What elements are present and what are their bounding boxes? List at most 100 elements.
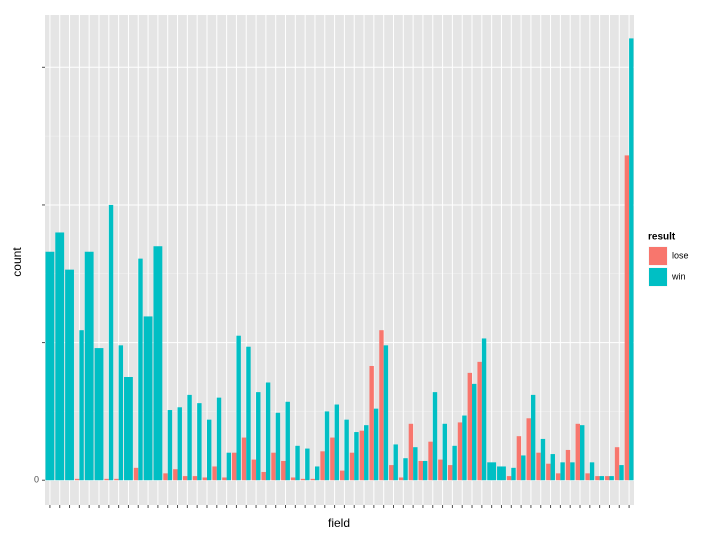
bar (462, 415, 467, 481)
bar (511, 467, 516, 481)
bar (383, 345, 389, 481)
bar (589, 462, 595, 481)
bar (599, 476, 605, 481)
bar (614, 447, 620, 481)
bar (422, 460, 428, 481)
bar (438, 459, 443, 481)
bar (79, 330, 84, 481)
panel (45, 15, 634, 505)
bar (108, 204, 114, 481)
bar (580, 425, 585, 481)
bar (609, 476, 614, 481)
bar (369, 365, 374, 481)
bar (457, 422, 463, 481)
bar (94, 348, 104, 481)
bar (153, 246, 163, 481)
bar (359, 430, 365, 481)
bar (143, 316, 153, 481)
bar (173, 469, 178, 481)
bar (295, 445, 300, 481)
bar (373, 408, 379, 481)
bar (560, 462, 565, 481)
bar (163, 473, 168, 481)
bar (432, 392, 438, 481)
bar (565, 449, 571, 481)
bar (236, 335, 241, 481)
bar (575, 423, 581, 481)
bar (447, 465, 453, 481)
bar (314, 466, 320, 481)
bar (398, 477, 404, 481)
y-tick-label: 0 (34, 475, 39, 485)
bar (114, 478, 119, 481)
bar (265, 382, 271, 481)
bar (305, 448, 310, 481)
bar (290, 477, 296, 481)
bar (182, 476, 188, 481)
bar (452, 445, 457, 481)
bar (516, 436, 522, 481)
y-axis-title: count (10, 247, 24, 277)
bar (206, 419, 212, 481)
bar (467, 372, 473, 481)
bar (216, 397, 222, 481)
bar (442, 423, 447, 481)
bar (344, 419, 349, 481)
bar (330, 437, 335, 481)
bar (45, 251, 55, 481)
bar (197, 403, 202, 481)
bar (167, 410, 173, 481)
bar (364, 425, 369, 481)
bar (256, 392, 261, 481)
bar (339, 470, 345, 481)
bar (481, 338, 487, 481)
bar (408, 423, 414, 481)
bar (285, 401, 290, 481)
bar (393, 444, 398, 481)
bar (133, 467, 139, 481)
bar (275, 412, 281, 481)
bar (261, 471, 266, 481)
bar (246, 346, 251, 481)
bar (428, 441, 433, 481)
bar (177, 407, 182, 481)
bar (334, 404, 340, 481)
bar (546, 463, 551, 481)
bar (555, 473, 561, 481)
bar (55, 232, 65, 481)
bar (506, 476, 512, 481)
bar (540, 438, 546, 481)
x-axis-title: field (328, 516, 350, 530)
bar (585, 473, 590, 481)
bar (472, 383, 477, 481)
bar (487, 462, 497, 481)
bar (222, 477, 227, 481)
bar (413, 447, 418, 481)
bar (241, 437, 247, 481)
bar (74, 478, 80, 481)
bar (605, 476, 610, 481)
bar (595, 476, 600, 481)
bar (138, 258, 143, 481)
bar (300, 478, 306, 481)
legend-label: lose (672, 250, 689, 260)
bar (226, 452, 232, 481)
bar (550, 454, 555, 481)
legend-title: result (648, 232, 676, 243)
bar (530, 394, 536, 481)
bar (124, 376, 133, 481)
bar (202, 477, 207, 481)
legend-swatch (649, 247, 667, 265)
bar (65, 269, 74, 481)
bar (232, 452, 237, 481)
legend-swatch (649, 268, 667, 286)
bar (403, 458, 408, 481)
bar (320, 451, 325, 481)
bar (84, 251, 94, 481)
legend-label: win (671, 271, 686, 281)
bar (497, 466, 506, 481)
bar (477, 361, 482, 481)
bar (536, 452, 541, 481)
bar (570, 462, 575, 481)
bar (521, 455, 526, 481)
